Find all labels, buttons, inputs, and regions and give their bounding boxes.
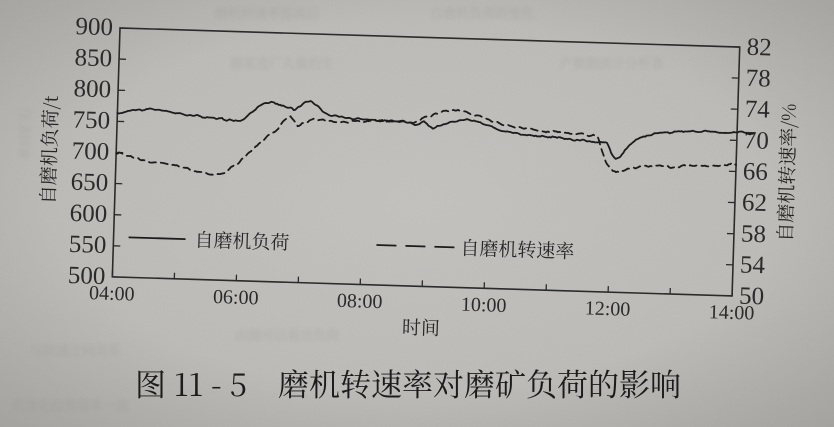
svg-text:04:00: 04:00 (89, 282, 135, 305)
svg-text:据某选厂大量的生: 据某选厂大量的生 (230, 53, 334, 72)
svg-text:82: 82 (746, 34, 772, 62)
svg-text:磨机转速率提高后: 磨机转速率提高后 (215, 3, 319, 22)
svg-text:时间: 时间 (402, 313, 441, 341)
svg-text:与转速之间关系: 与转速之间关系 (30, 340, 121, 359)
svg-text:10:00: 10:00 (461, 294, 507, 317)
svg-text:700: 700 (71, 138, 109, 166)
svg-text:900: 900 (75, 13, 113, 41)
svg-text:的变化趋势基本一致: 的变化趋势基本一致 (12, 395, 129, 414)
svg-text:12:00: 12:00 (584, 297, 630, 320)
svg-text:图 11 - 5 磨机转速率对磨矿负荷的影响: 图 11 - 5 磨机转速率对磨矿负荷的影响 (135, 360, 681, 405)
svg-text:58: 58 (741, 220, 767, 248)
svg-text:650: 650 (70, 169, 108, 197)
svg-text:550: 550 (68, 231, 106, 259)
svg-text:800: 800 (73, 75, 111, 103)
svg-text:66: 66 (742, 158, 768, 186)
svg-text:750: 750 (72, 106, 110, 134)
svg-text:自磨机负荷的变化: 自磨机负荷的变化 (430, 3, 534, 22)
svg-text:54: 54 (740, 252, 766, 280)
svg-text:自磨机负荷/t: 自磨机负荷/t (34, 95, 64, 204)
svg-text:由图可以看出负荷: 由图可以看出负荷 (235, 325, 339, 344)
svg-text:自磨机转速率/%: 自磨机转速率/% (771, 103, 802, 242)
svg-text:62: 62 (742, 189, 768, 217)
svg-text:70: 70 (743, 127, 769, 155)
svg-text:自磨机负荷: 自磨机负荷 (194, 225, 290, 255)
svg-text:产数据统计分析表: 产数据统计分析表 (560, 53, 664, 72)
svg-text:74: 74 (744, 96, 770, 124)
svg-text:率对矿石: 率对矿石 (15, 108, 34, 160)
svg-text:14:00: 14:00 (708, 301, 754, 324)
svg-text:06:00: 06:00 (213, 286, 259, 309)
svg-text:78: 78 (745, 65, 771, 93)
svg-text:08:00: 08:00 (337, 290, 383, 313)
svg-text:600: 600 (69, 200, 107, 228)
svg-text:850: 850 (74, 44, 112, 72)
svg-text:自磨机转速率: 自磨机转速率 (460, 234, 575, 264)
